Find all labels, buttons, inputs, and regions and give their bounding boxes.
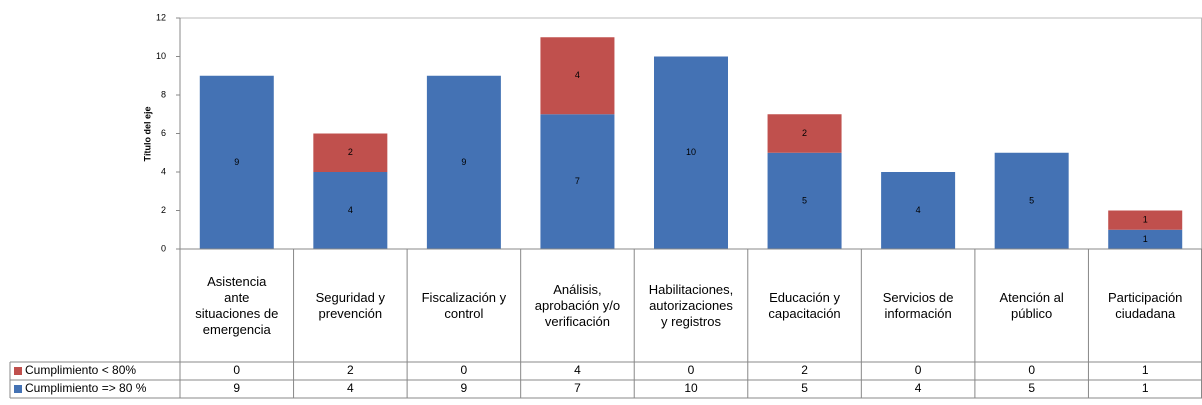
bar-segment — [540, 114, 615, 249]
category-label: Habilitaciones, autorizaciones y registr… — [648, 281, 734, 329]
bar-segment — [313, 133, 388, 172]
legend-swatch — [14, 385, 22, 393]
data-label: 10 — [686, 147, 696, 157]
table-value: 4 — [915, 381, 922, 395]
table-value: 9 — [461, 381, 468, 395]
data-label: 4 — [348, 205, 353, 215]
table-value: 5 — [1028, 381, 1035, 395]
data-label: 5 — [1029, 195, 1034, 205]
table-value: 2 — [801, 363, 808, 377]
table-value: 10 — [684, 381, 698, 395]
bar-segment — [654, 56, 728, 249]
data-label: 4 — [575, 70, 580, 80]
bar-segment — [313, 172, 388, 249]
y-axis-title: Título del eje — [142, 106, 152, 161]
table-value: 2 — [347, 363, 354, 377]
data-label: 4 — [916, 205, 921, 215]
y-tick-label: 12 — [156, 12, 166, 22]
category-label: Participación ciudadana — [1107, 289, 1183, 321]
table-value: 0 — [1028, 363, 1035, 377]
data-label: 2 — [348, 147, 353, 157]
bar-segment — [540, 37, 615, 115]
table-value: 7 — [574, 381, 581, 395]
data-label: 9 — [234, 157, 239, 167]
table-value: 0 — [688, 363, 695, 377]
category-label: Seguridad y prevención — [315, 289, 386, 321]
bar-segment — [767, 152, 842, 249]
data-label: 1 — [1143, 234, 1148, 244]
bar-segment — [199, 75, 274, 249]
legend-label: Cumplimiento => 80 % — [25, 381, 147, 395]
category-label: Asistencia ante situaciones de emergenci… — [195, 273, 279, 337]
table-value: 4 — [347, 381, 354, 395]
table-value: 0 — [233, 363, 240, 377]
legend-swatch — [14, 367, 22, 375]
category-label: Análisis, aprobación y/o verificación — [534, 281, 621, 329]
bar-segment — [1108, 229, 1183, 249]
y-tick-label: 2 — [161, 205, 166, 215]
y-tick-label: 8 — [161, 89, 166, 99]
bar-segment — [1108, 210, 1183, 230]
category-label: Fiscalización y control — [421, 289, 507, 321]
data-label: 7 — [575, 176, 580, 186]
table-value: 5 — [801, 381, 808, 395]
bar-segment — [994, 152, 1069, 249]
category-label: Servicios de información — [882, 289, 954, 321]
table-value: 1 — [1142, 381, 1149, 395]
table-value: 1 — [1142, 363, 1149, 377]
y-tick-label: 4 — [161, 166, 166, 176]
category-label: Atención al público — [999, 289, 1064, 321]
bar-segment — [881, 172, 956, 249]
table-value: 4 — [574, 363, 581, 377]
table-value: 0 — [461, 363, 468, 377]
data-label: 1 — [1143, 215, 1148, 225]
data-label: 5 — [802, 195, 807, 205]
data-label: 2 — [802, 128, 807, 138]
table-value: 0 — [915, 363, 922, 377]
category-label: Educación y capacitación — [768, 289, 841, 321]
y-tick-label: 0 — [161, 243, 166, 253]
bar-segment — [426, 75, 501, 249]
data-label: 9 — [461, 157, 466, 167]
y-tick-label: 10 — [156, 51, 166, 61]
bar-segment — [767, 114, 842, 153]
y-tick-label: 6 — [161, 128, 166, 138]
table-value: 9 — [233, 381, 240, 395]
legend-label: Cumplimiento < 80% — [25, 363, 136, 377]
